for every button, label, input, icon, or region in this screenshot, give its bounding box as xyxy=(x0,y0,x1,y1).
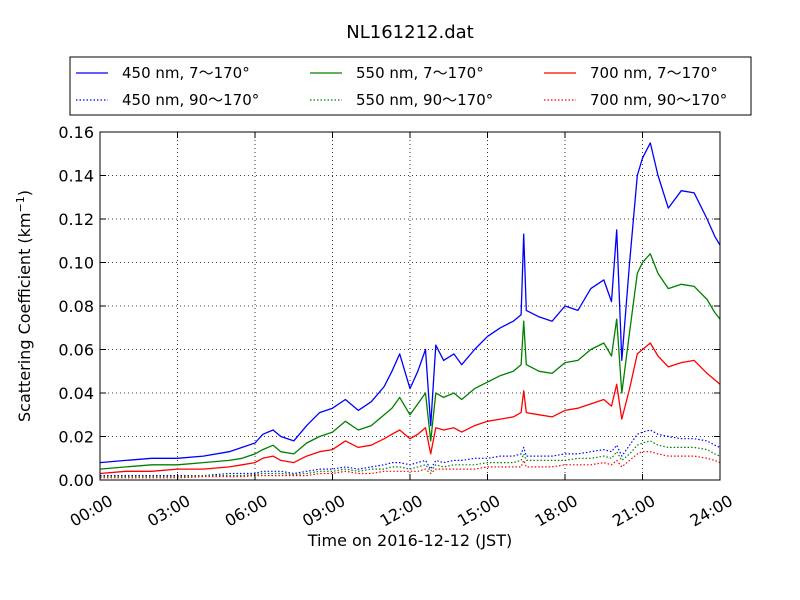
legend: 450 nm, 7～170° 550 nm, 7～170° 700 nm, 7～17… xyxy=(69,56,752,116)
series-line-550-nm-90-170 xyxy=(100,440,721,478)
x-axis-label: Time on 2016-12-12 (JST) xyxy=(307,531,512,550)
legend-label-700-nm-90-170: 700 nm, 90～170° xyxy=(590,91,727,109)
series-line-450-nm-7-170 xyxy=(99,142,721,464)
y-tick-label: 0.14 xyxy=(58,167,94,186)
x-tick-label: 03:00 xyxy=(144,491,193,531)
chart-title: NL161212.dat xyxy=(346,22,473,43)
y-axis-label-main: Scattering Coefficient (km xyxy=(15,212,34,422)
legend-label-450-nm-90-170: 450 nm, 90～170° xyxy=(122,91,259,109)
y-tick-label: 0.04 xyxy=(58,384,94,403)
x-tick-label: 06:00 xyxy=(222,491,271,531)
y-axis-label: Scattering Coefficient (km−1) xyxy=(14,190,34,422)
y-tick-label: 0.02 xyxy=(58,428,94,447)
series-group xyxy=(99,142,721,479)
y-axis-label-superscript: −1 xyxy=(14,196,27,212)
x-tick-label: 15:00 xyxy=(454,491,503,531)
grid xyxy=(99,131,721,481)
series-line-700-nm-7-170 xyxy=(99,342,721,475)
series-line-450-nm-90-170 xyxy=(100,429,721,477)
x-tick-label: 12:00 xyxy=(377,491,426,531)
series-line-550-nm-7-170 xyxy=(99,253,721,470)
ticks: 00:00 03:00 06:00 09:00 12:00 15:00 18:00 21:00… xyxy=(58,123,736,531)
x-tick-label: 09:00 xyxy=(299,491,348,531)
x-tick-label: 24:00 xyxy=(687,491,736,531)
legend-label-450-nm-7-170: 450 nm, 7～170° xyxy=(122,64,250,82)
y-tick-label: 0.08 xyxy=(58,297,94,316)
y-tick-label: 0.10 xyxy=(58,254,94,273)
x-tick-label: 21:00 xyxy=(609,491,658,531)
legend-label-550-nm-90-170: 550 nm, 90～170° xyxy=(356,91,493,109)
y-tick-label: 0.16 xyxy=(58,123,94,142)
x-tick-label: 00:00 xyxy=(67,491,116,531)
x-tick-label: 18:00 xyxy=(532,491,581,531)
y-axis-label-end: ) xyxy=(15,190,34,196)
y-tick-label: 0.00 xyxy=(58,471,94,490)
legend-label-700-nm-7-170: 700 nm, 7～170° xyxy=(590,64,718,82)
legend-box xyxy=(69,56,752,116)
y-tick-label: 0.06 xyxy=(58,341,94,360)
y-tick-label: 0.12 xyxy=(58,210,94,229)
legend-label-550-nm-7-170: 550 nm, 7～170° xyxy=(356,64,484,82)
